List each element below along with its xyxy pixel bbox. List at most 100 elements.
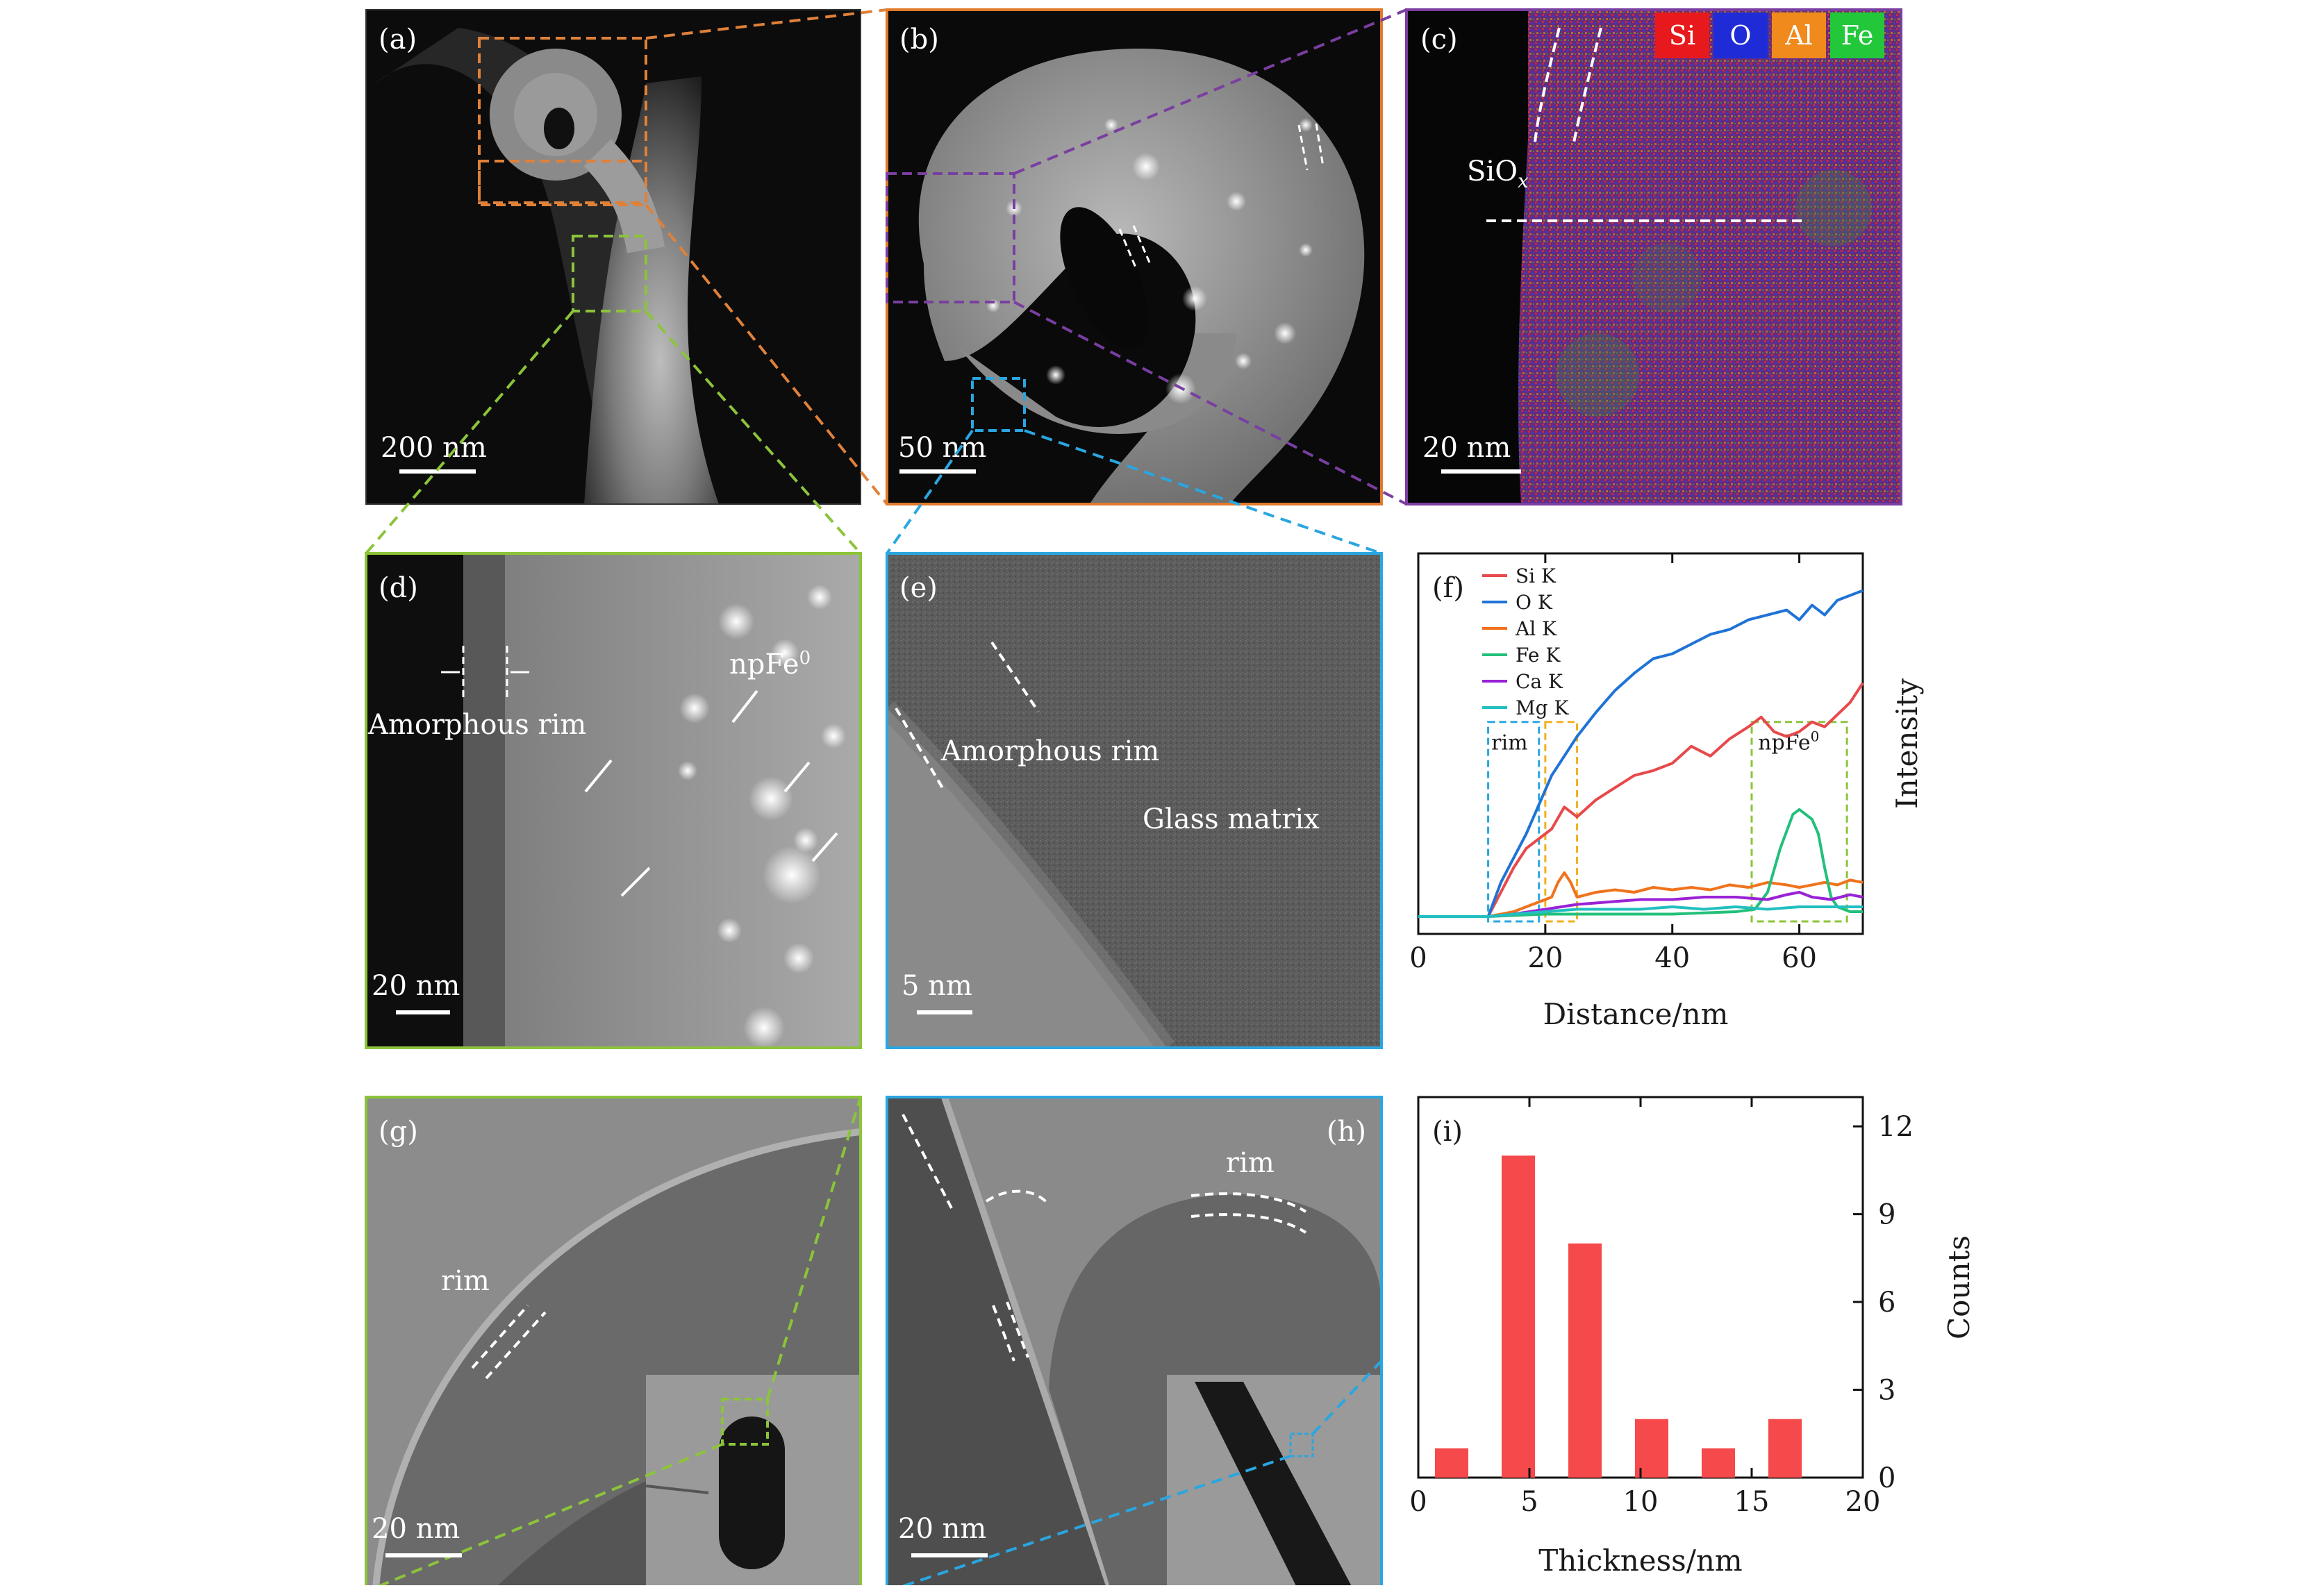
panel-e-matrix-label: Glass matrix bbox=[1143, 803, 1320, 835]
chart-f-frame bbox=[1417, 552, 1864, 935]
panel-c-rim-lines bbox=[1486, 27, 1806, 222]
chart-f-series-line bbox=[1418, 589, 1864, 918]
chart-i-frame bbox=[1417, 1096, 1864, 1479]
chart-i-bar bbox=[1768, 1419, 1802, 1478]
panel-d-label: (d) bbox=[379, 572, 418, 604]
chart-f-legend-label: Al K bbox=[1515, 617, 1557, 640]
legend-si-swatch bbox=[1655, 12, 1709, 58]
panel-d-arrows bbox=[584, 689, 838, 897]
panel-h-rim-lines bbox=[902, 1114, 1307, 1362]
panel-d-scale-bar bbox=[396, 1010, 450, 1014]
panel-c-frame bbox=[1405, 8, 1902, 505]
panel-b-scale-text: 50 nm bbox=[898, 432, 986, 464]
chart-i-xtick-label: 0 bbox=[1409, 1486, 1427, 1518]
chart-f-legend-label: Si K bbox=[1516, 565, 1557, 587]
chart-i-bar bbox=[1435, 1448, 1468, 1478]
panel-d-rim-label: Amorphous rim bbox=[367, 709, 586, 741]
panel-c-scale-text: 20 nm bbox=[1422, 432, 1511, 464]
chart-i-ytick-label: 12 bbox=[1878, 1111, 1914, 1143]
panel-d-np-label: npFe0 bbox=[729, 648, 811, 680]
panel-a-box-green bbox=[572, 235, 647, 312]
panel-b bbox=[887, 10, 1381, 504]
chart-i-panel-label: (i) bbox=[1432, 1116, 1463, 1148]
chart-i-ytick-label: 0 bbox=[1878, 1462, 1895, 1494]
panel-c-scale-bar bbox=[1441, 469, 1521, 474]
chart-f-xtick-label: 40 bbox=[1654, 942, 1690, 974]
chart-f-xtick-label: 0 bbox=[1409, 942, 1427, 974]
chart-f-legend-label: O K bbox=[1516, 591, 1553, 614]
chart-i-xtick-label: 15 bbox=[1734, 1486, 1770, 1518]
panel-g-inset-box bbox=[721, 1398, 769, 1446]
chart-f-region-box bbox=[1487, 721, 1541, 923]
chart-f-series-line bbox=[1418, 808, 1863, 918]
panel-h-label: (h) bbox=[1327, 1116, 1366, 1148]
chart-f-region-box bbox=[1750, 721, 1848, 923]
chart-f-panel-label: (f) bbox=[1432, 572, 1464, 604]
panel-h-scale-text: 20 nm bbox=[898, 1513, 986, 1545]
legend-al-swatch bbox=[1772, 12, 1826, 58]
panel-c-legend: Si O Al Fe bbox=[1655, 12, 1884, 58]
panel-d-scale-text: 20 nm bbox=[372, 970, 460, 1002]
chart-i-ytick-label: 9 bbox=[1878, 1199, 1895, 1231]
chart-i-ytick-label: 3 bbox=[1878, 1375, 1895, 1407]
panel-a-zoom-box bbox=[478, 37, 647, 206]
panel-e-rim-label: Amorphous rim bbox=[940, 735, 1159, 767]
legend-si: Si bbox=[1669, 20, 1695, 51]
panel-b-rim-markers bbox=[1118, 123, 1325, 268]
panel-g-rim-label: rim bbox=[441, 1265, 490, 1297]
chart-f-series-line bbox=[1418, 871, 1864, 918]
chart-i-ytick-label: 6 bbox=[1878, 1287, 1895, 1319]
chart-i-bar bbox=[1635, 1419, 1668, 1478]
panel-b-particles bbox=[986, 118, 1313, 404]
panel-d-frame bbox=[365, 552, 862, 1049]
panel-e-scale-bar bbox=[917, 1010, 972, 1014]
panel-a-label: (a) bbox=[379, 24, 417, 56]
chart-f-xtick-label: 60 bbox=[1782, 942, 1817, 974]
panel-b-label: (b) bbox=[899, 24, 939, 56]
chart-f-region-label: rim bbox=[1491, 731, 1527, 755]
chart-f: (f) Distance/nm Intensity 0 20 40 60 rim npFe… bbox=[1409, 552, 1924, 1031]
panel-a-scale-bar bbox=[399, 469, 476, 474]
panel-g-frame bbox=[365, 1096, 862, 1588]
panel-d-rim-marker bbox=[441, 646, 529, 701]
chart-i-bar bbox=[1568, 1243, 1602, 1478]
panel-g bbox=[366, 1097, 861, 1588]
panel-h bbox=[887, 1097, 1381, 1588]
panel-g-scale-text: 20 nm bbox=[372, 1513, 460, 1545]
panel-c-label: (c) bbox=[1420, 24, 1458, 56]
panel-g-rim-lines bbox=[471, 1304, 547, 1380]
panel-e-rim-lines bbox=[895, 641, 1040, 793]
panel-b-scale-bar bbox=[899, 469, 976, 474]
chart-f-ylabel: Intensity bbox=[1890, 678, 1924, 809]
panel-d bbox=[366, 553, 861, 1048]
chart-f-series-line bbox=[1418, 891, 1864, 918]
zoom-connectors bbox=[365, 8, 1407, 555]
panel-g-label: (g) bbox=[379, 1116, 418, 1148]
chart-i-xlabel: Thickness/nm bbox=[1538, 1544, 1743, 1578]
legend-fe: Fe bbox=[1841, 20, 1874, 51]
panel-a-frame bbox=[365, 9, 861, 505]
panel-c-annotation: SiOx bbox=[1467, 156, 1529, 192]
panel-e bbox=[887, 553, 1381, 1048]
chart-i-bar bbox=[1702, 1448, 1735, 1478]
panel-c bbox=[1406, 10, 1901, 504]
legend-al: Al bbox=[1784, 20, 1813, 51]
panel-h-rim-label: rim bbox=[1226, 1147, 1275, 1179]
chart-f-region-label: npFe0 bbox=[1758, 728, 1819, 755]
panel-e-scale-text: 5 nm bbox=[902, 970, 972, 1002]
chart-i-xtick-label: 20 bbox=[1845, 1486, 1881, 1518]
chart-f-legend-label: Mg K bbox=[1516, 696, 1569, 719]
panel-e-frame bbox=[886, 552, 1383, 1049]
chart-i-xtick-label: 5 bbox=[1520, 1486, 1538, 1518]
chart-f-series-line bbox=[1418, 905, 1863, 918]
panel-b-zoom-box bbox=[886, 172, 1015, 303]
panel-d-particles bbox=[678, 585, 846, 1048]
panel-g-scale-bar bbox=[385, 1553, 462, 1557]
chart-f-xtick-label: 20 bbox=[1527, 942, 1563, 974]
legend-fe-swatch bbox=[1830, 12, 1884, 58]
legend-o: O bbox=[1729, 20, 1751, 51]
panel-a-scale-text: 200 nm bbox=[381, 432, 487, 464]
chart-f-legend-label: Fe K bbox=[1516, 644, 1561, 667]
panel-h-frame bbox=[886, 1096, 1383, 1588]
